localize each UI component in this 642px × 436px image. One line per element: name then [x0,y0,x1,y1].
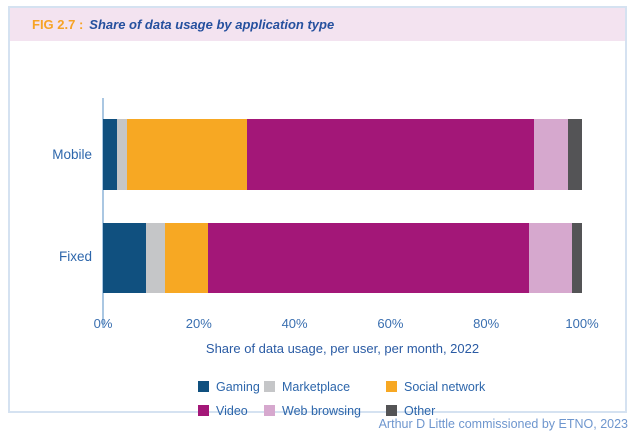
legend-label: Social network [404,379,486,394]
bar-fixed [103,223,582,293]
bar-mobile [103,119,582,190]
segment-video [208,223,530,293]
chart-legend: Gaming Marketplace Social network Video Web … [198,378,485,426]
legend-item-gaming: Gaming [198,380,264,394]
segment-social-network [165,223,209,293]
legend-swatch [264,381,275,392]
segment-gaming [103,119,118,190]
legend-label: Other [404,403,436,418]
legend-label: Marketplace [282,379,351,394]
segment-web-browsing [534,119,568,190]
x-tick-label: 20% [185,316,212,331]
legend-item-other: Other [386,404,435,418]
x-tick-label: 0% [93,316,113,331]
y-axis-line [102,98,104,328]
legend-item-marketplace: Marketplace [264,380,386,394]
legend-swatch [198,381,209,392]
legend-item-video: Video [198,404,264,418]
segment-marketplace [146,223,166,293]
legend-swatch [264,405,275,416]
legend-item-social-network: Social network [386,380,485,394]
legend-item-web-browsing: Web browsing [264,404,386,418]
figure-header: FIG 2.7 : Share of data usage by applica… [10,8,625,41]
legend-swatch [386,405,397,416]
x-tick-label: 40% [281,316,308,331]
category-label-mobile: Mobile [52,147,92,162]
figure-title: Share of data usage by application type [89,17,335,32]
legend-row: Gaming Marketplace Social network [198,378,485,395]
legend-swatch [386,381,397,392]
figure-box: FIG 2.7 : Share of data usage by applica… [8,6,627,418]
segment-web-browsing [529,223,573,293]
segment-gaming [103,223,147,293]
legend-label: Gaming [216,379,260,394]
segment-other [572,223,582,293]
legend-row: Video Web browsing Other [198,402,485,419]
source-credit: Arthur D Little commissioned by ETNO, 20… [378,417,628,431]
figure-number-label: FIG 2.7 : [32,17,84,32]
legend-label: Video [216,403,248,418]
x-tick-label: 60% [377,316,404,331]
x-tick-label: 80% [473,316,500,331]
legend-swatch [198,405,209,416]
segment-marketplace [117,119,127,190]
category-label-fixed: Fixed [58,249,92,264]
segment-other [567,119,582,190]
segment-social-network [126,119,247,190]
x-tick-label: 100% [565,316,599,331]
legend-label: Web browsing [282,403,361,418]
chart-area: Mobile Fixed 0% 20% 40% 60% 80% 100% Share of … [10,41,625,418]
x-axis-title: Share of data usage, per user, per month… [205,341,480,356]
segment-video [246,119,535,190]
